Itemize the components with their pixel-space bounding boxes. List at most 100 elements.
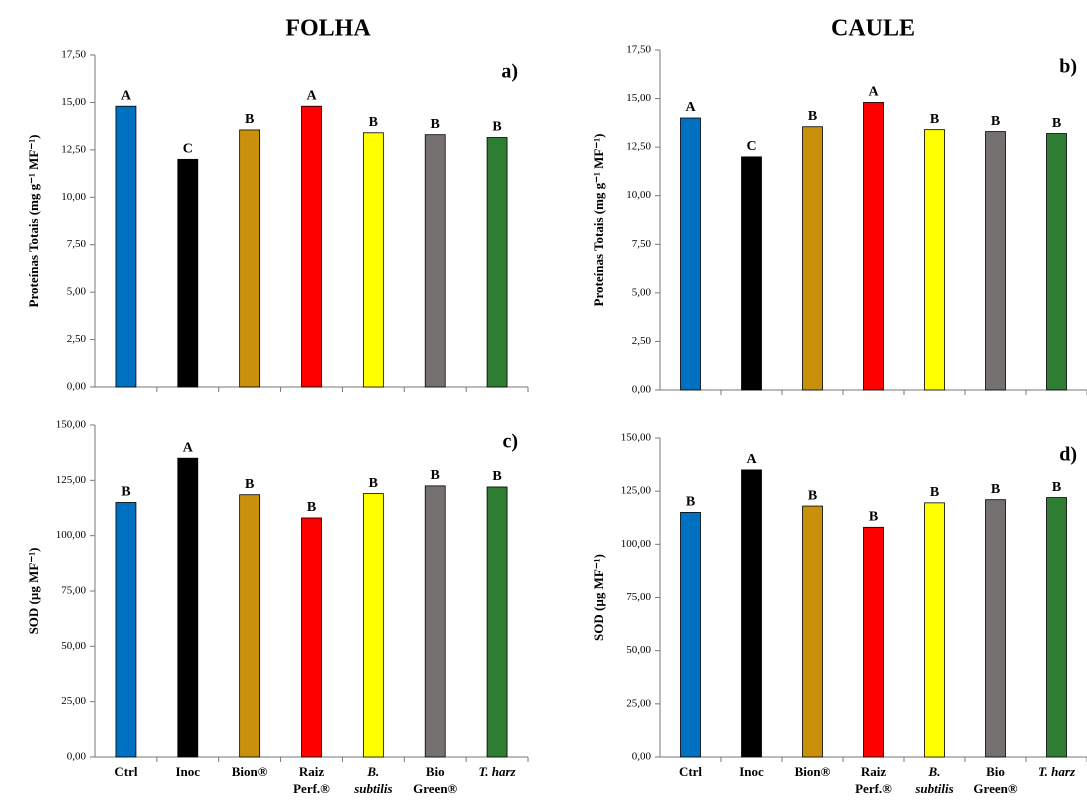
x-tick-label: Raiz Perf.®	[855, 764, 892, 796]
bar	[863, 102, 884, 391]
y-tick-label: 150,00	[621, 432, 652, 444]
value-label: B	[492, 120, 501, 135]
panel-label: a)	[501, 61, 518, 83]
y-tick-label: 0,00	[632, 384, 652, 396]
value-label: B	[245, 112, 254, 127]
panel-label: d)	[1059, 444, 1077, 466]
panel-label: c)	[502, 431, 518, 453]
x-tick-label-line: Inoc	[739, 764, 764, 779]
value-label: A	[746, 452, 757, 467]
bar	[177, 158, 199, 388]
y-tick-label: 0,00	[67, 751, 87, 763]
y-tick-label: 10,00	[626, 189, 651, 201]
y-tick-label: 125,00	[56, 474, 87, 486]
bar	[741, 469, 762, 758]
bar	[1046, 133, 1067, 391]
x-tick-label-line: Green®	[413, 781, 457, 796]
x-tick-label-line: T. harz	[1038, 764, 1076, 779]
y-tick-label: 12,50	[626, 141, 651, 153]
bar	[424, 134, 446, 388]
y-tick-label: 0,00	[67, 381, 87, 393]
y-tick-label: 2,50	[632, 335, 652, 347]
bar	[1046, 497, 1067, 758]
y-tick-label: 5,00	[67, 286, 87, 298]
bar	[177, 457, 199, 758]
x-tick-label: B. subtilis	[914, 764, 953, 796]
value-label: B	[808, 109, 817, 124]
y-axis-label: SOD (µg MF⁻¹)	[591, 554, 606, 641]
value-label: B	[1052, 116, 1061, 131]
bar	[115, 502, 137, 758]
column-header: CAULE	[831, 16, 915, 42]
x-tick-label-line: Raiz	[861, 764, 887, 779]
value-label: B	[991, 482, 1000, 497]
value-label: B	[930, 112, 939, 127]
bar	[486, 486, 508, 758]
y-tick-label: 50,00	[61, 640, 86, 652]
value-label: B	[869, 510, 878, 525]
value-label: B	[369, 115, 378, 130]
y-tick-label: 17,50	[61, 49, 86, 61]
bar	[486, 137, 508, 388]
y-tick-label: 25,00	[626, 697, 651, 709]
x-tick-label: T. harz	[1038, 764, 1076, 779]
bar	[863, 526, 884, 758]
y-tick-label: 5,00	[632, 286, 652, 298]
bar	[301, 517, 322, 758]
value-label: B	[991, 114, 1000, 129]
bar	[362, 493, 384, 758]
value-label: B	[431, 468, 440, 483]
x-tick-label-line: Bio	[986, 764, 1005, 779]
x-tick-label: Inoc	[176, 764, 201, 779]
x-tick-label-line: subtilis	[353, 781, 392, 796]
y-tick-label: 150,00	[56, 419, 87, 431]
x-tick-label: Bion®	[795, 764, 831, 779]
value-label: A	[685, 100, 696, 115]
value-label: A	[183, 440, 194, 455]
x-tick-label-line: Raiz	[299, 764, 325, 779]
bar	[985, 131, 1006, 391]
x-tick-label-line: subtilis	[914, 781, 953, 796]
value-label: A	[121, 88, 132, 103]
value-label: B	[492, 469, 501, 484]
x-tick-label: Bio Green®	[413, 764, 457, 796]
y-tick-label: 7,50	[632, 238, 652, 250]
x-tick-label: Ctrl	[114, 764, 137, 779]
x-tick-label-line: Ctrl	[679, 764, 702, 779]
y-tick-label: 75,00	[626, 591, 651, 603]
bar	[680, 117, 701, 391]
bar	[362, 132, 384, 388]
bar	[680, 512, 701, 758]
value-label: B	[808, 488, 817, 503]
x-tick-label-line: Perf.®	[293, 781, 330, 796]
column-header: FOLHA	[285, 16, 371, 42]
value-label: A	[306, 88, 317, 103]
value-label: B	[686, 495, 695, 510]
x-tick-label-line: Ctrl	[114, 764, 137, 779]
value-label: C	[183, 142, 193, 157]
bar	[802, 126, 823, 391]
bar	[239, 494, 261, 758]
x-tick-label: Bio Green®	[973, 764, 1017, 796]
value-label: B	[1052, 480, 1061, 495]
bar	[239, 129, 261, 388]
y-tick-label: 7,50	[67, 238, 87, 250]
y-tick-label: 0,00	[632, 751, 652, 763]
bar	[985, 499, 1006, 758]
y-tick-label: 2,50	[67, 333, 87, 345]
x-tick-label: Raiz Perf.®	[293, 764, 330, 796]
y-tick-label: 15,00	[61, 96, 86, 108]
x-tick-label: Bion®	[232, 764, 268, 779]
y-axis-label: Proteínas Totais (mg g⁻¹ MF⁻¹)	[591, 134, 606, 307]
x-tick-label: B. subtilis	[353, 764, 392, 796]
bar	[802, 505, 823, 758]
y-tick-label: 10,00	[61, 191, 86, 203]
x-tick-label-line: Bion®	[795, 764, 831, 779]
bar	[741, 156, 762, 391]
value-label: B	[307, 500, 316, 515]
x-tick-label-line: Bio	[426, 764, 445, 779]
bar	[301, 105, 322, 388]
x-tick-label: Ctrl	[679, 764, 702, 779]
x-tick-label: T. harz	[479, 764, 517, 779]
